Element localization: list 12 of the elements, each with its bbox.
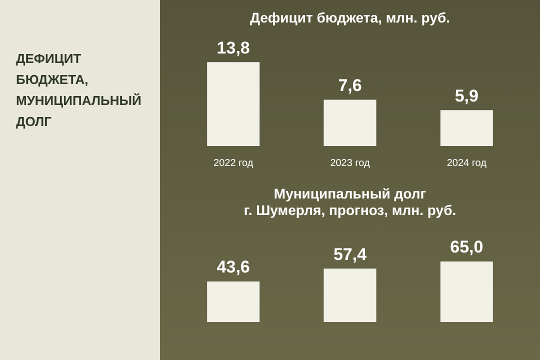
x-tick-label: 2022 год [214,158,254,169]
data-label: 5,9 [454,86,478,106]
text: ДЕФИЦИТ БЮДЖЕТА, МУНИЦИПАЛЬНЫЙ ДОЛГ [0,0,160,360]
x-tick-label: 2024 год [446,158,487,169]
data-label: 13,8 [216,38,250,58]
data-label: 7,6 [338,76,362,95]
data-label: 43,6 [216,258,250,277]
chart-title: Муниципальный долг г. Шумерля, прогноз, млн. руб. [244,185,456,218]
x-tick-label: 2023 год [330,158,370,169]
data-label: 57,4 [333,244,368,264]
chart-title: Дефицит бюджета, млн. руб. [250,9,450,26]
data-label: 65,0 [450,238,484,257]
